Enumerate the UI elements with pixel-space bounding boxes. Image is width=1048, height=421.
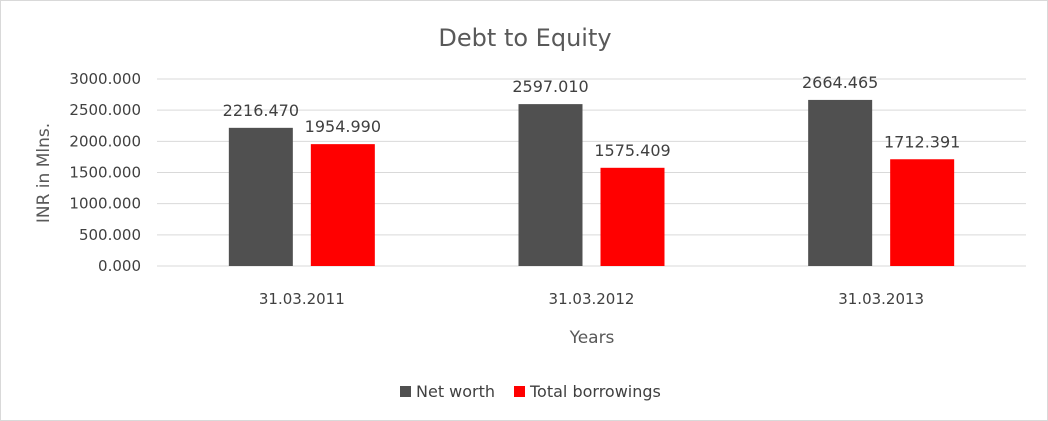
x-tick-label: 31.03.2013 (838, 290, 924, 308)
data-label: 1954.990 (305, 117, 381, 136)
bar-net-worth (518, 104, 583, 266)
bar-net-worth (228, 127, 293, 267)
data-labels: 2216.470 1954.990 2597.010 1575.409 2664.465… (223, 73, 961, 160)
x-tick-label: 31.03.2012 (549, 290, 635, 308)
y-tick-label: 500.000 (79, 226, 141, 244)
chart-title: Debt to Equity (438, 24, 611, 52)
legend-swatch-net-worth (400, 386, 411, 397)
bar-total-borrowings (310, 144, 375, 266)
data-label: 1712.391 (884, 132, 960, 151)
bar-total-borrowings (600, 167, 665, 266)
gridlines (157, 78, 1026, 267)
y-tick-label: 1000.000 (69, 195, 141, 213)
y-axis-title: INR in Mlns. (34, 123, 54, 223)
data-label: 1575.409 (594, 141, 670, 160)
data-label: 2664.465 (802, 73, 878, 92)
legend-label-total-borrowings: Total borrowings (529, 382, 661, 401)
legend: Net worth Total borrowings (400, 382, 661, 401)
legend-label-net-worth: Net worth (416, 382, 495, 401)
bars (228, 99, 955, 267)
bar-net-worth (808, 99, 873, 267)
y-tick-label: 1500.000 (69, 164, 141, 182)
data-label: 2597.010 (512, 77, 588, 96)
y-tick-label: 2500.000 (69, 101, 141, 119)
tick-labels: 0.000 500.000 1000.000 1500.000 2000.000 2500… (69, 70, 924, 308)
y-tick-label: 3000.000 (69, 70, 141, 88)
y-tick-label: 2000.000 (69, 132, 141, 150)
y-tick-label: 0.000 (98, 257, 141, 275)
x-axis-title: Years (569, 328, 615, 348)
legend-swatch-total-borrowings (514, 386, 525, 397)
bar-total-borrowings (890, 159, 955, 266)
data-label: 2216.470 (223, 101, 299, 120)
x-tick-label: 31.03.2011 (259, 290, 345, 308)
